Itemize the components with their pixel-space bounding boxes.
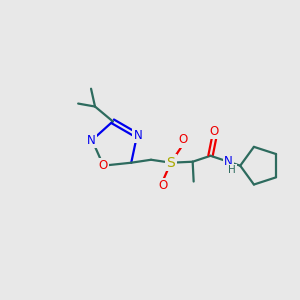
Text: N: N [87, 134, 95, 147]
Text: N: N [224, 155, 233, 168]
Text: S: S [167, 156, 175, 170]
Text: O: O [178, 134, 188, 146]
Text: H: H [228, 165, 236, 175]
Text: O: O [99, 159, 108, 172]
Text: O: O [158, 179, 168, 192]
Text: N: N [134, 129, 142, 142]
Text: O: O [210, 124, 219, 137]
